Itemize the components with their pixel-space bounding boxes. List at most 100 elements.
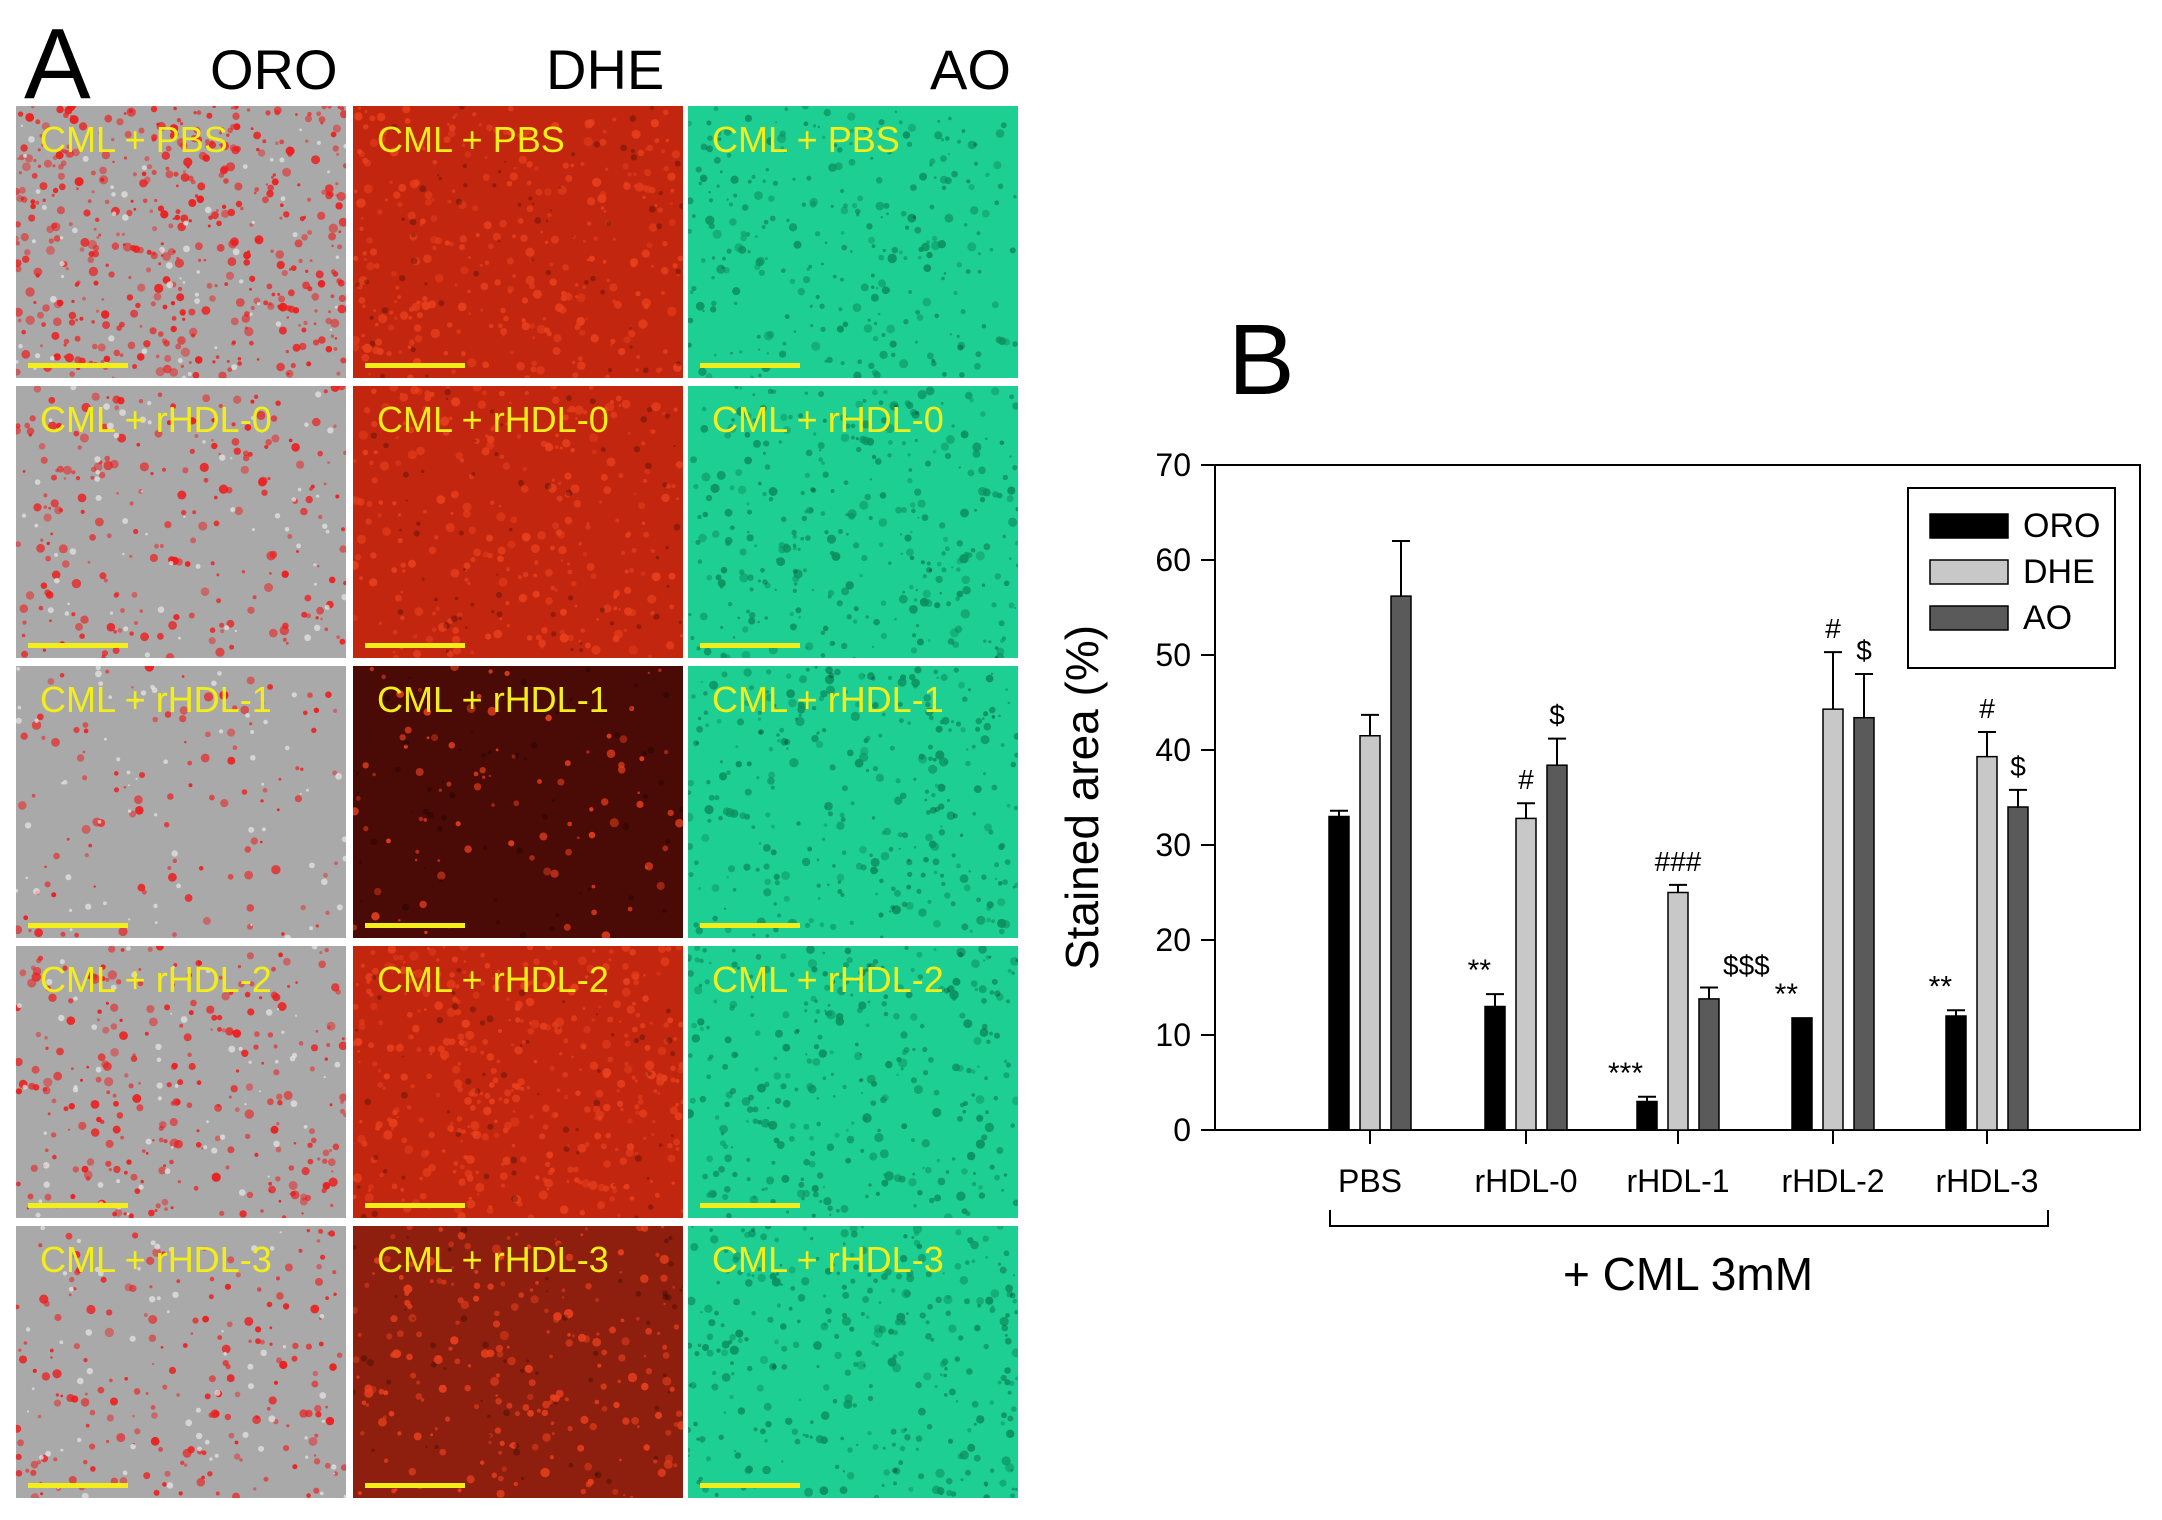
significance-marker: ** (1775, 978, 1799, 1011)
group-bracket (1329, 1210, 2049, 1227)
scale-bar (28, 1203, 128, 1208)
y-tick-label: 70 (1155, 447, 1191, 483)
micrograph-texture (353, 106, 683, 378)
x-axis-label: + CML 3mM (1563, 1248, 1813, 1300)
significance-marker: # (1979, 693, 1995, 724)
micrograph-label: CML + rHDL-0 (377, 399, 609, 440)
micrograph-oro-3: CML + rHDL-1 (16, 666, 346, 938)
bar-oro (1636, 1100, 1658, 1131)
significance-marker: ** (1468, 954, 1492, 987)
bar-oro (1791, 1017, 1813, 1131)
micrograph-texture (16, 1226, 346, 1498)
scale-bar (28, 923, 128, 928)
bar-dhe (1667, 891, 1689, 1131)
micrograph-label: CML + rHDL-0 (712, 399, 944, 440)
significance-marker: $ (2010, 751, 2026, 782)
micrograph-label: CML + rHDL-2 (712, 959, 944, 1000)
legend-label-oro: ORO (2023, 507, 2100, 545)
micrograph-label: CML + rHDL-1 (377, 679, 609, 720)
micrograph-texture (16, 946, 346, 1218)
micrograph-label: CML + rHDL-3 (712, 1239, 944, 1280)
scale-bar (700, 363, 800, 368)
x-tick-label: rHDL-1 (1626, 1163, 1729, 1199)
y-tick-label: 40 (1155, 732, 1191, 768)
micrograph-oro-2: CML + rHDL-0 (16, 386, 346, 658)
micrograph-dhe-4: CML + rHDL-2 (353, 946, 683, 1218)
micrograph-texture (353, 666, 683, 938)
micrograph-oro-5: CML + rHDL-3 (16, 1226, 346, 1498)
significance-marker: ** (1929, 970, 1953, 1003)
micrograph-label: CML + PBS (712, 119, 900, 160)
micrograph-ao-5: CML + rHDL-3 (688, 1226, 1018, 1498)
bar-chart: 0 10 20 30 40 50 60 70 Stained area (%) PBS rHDL-0… (1056, 447, 2141, 1300)
scale-bar (365, 1483, 465, 1488)
micrograph-oro-4: CML + rHDL-2 (16, 946, 346, 1218)
micrograph-ao-4: CML + rHDL-2 (688, 946, 1018, 1218)
bar-ao (1390, 595, 1412, 1131)
micrograph-texture (16, 666, 346, 938)
micrograph-texture (688, 1226, 1018, 1498)
bar-ao (1853, 716, 1875, 1131)
scale-bar (28, 1483, 128, 1488)
micrograph-label: CML + rHDL-3 (377, 1239, 609, 1280)
column-header-oro: ORO (210, 38, 338, 101)
bar-dhe (1359, 735, 1381, 1131)
micrograph-texture (353, 386, 683, 658)
micrograph-label: CML + rHDL-2 (377, 959, 609, 1000)
micrograph-texture (16, 386, 346, 658)
y-tick-label: 20 (1155, 922, 1191, 958)
micrograph-label: CML + rHDL-1 (40, 679, 272, 720)
x-tick-label: rHDL-2 (1781, 1163, 1884, 1199)
micrograph-ao-1: CML + PBS (688, 106, 1018, 378)
micrograph-texture (353, 946, 683, 1218)
bar-oro (1328, 815, 1350, 1131)
micrograph-label: CML + rHDL-1 (712, 679, 944, 720)
micrograph-label: CML + PBS (40, 119, 228, 160)
micrograph-label: CML + rHDL-2 (40, 959, 272, 1000)
y-tick-label: 30 (1155, 827, 1191, 863)
x-tick-label: PBS (1338, 1163, 1402, 1199)
column-header-ao: AO (930, 38, 1011, 101)
legend-label-ao: AO (2023, 599, 2072, 637)
micrograph-dhe-2: CML + rHDL-0 (353, 386, 683, 658)
scale-bar (28, 643, 128, 648)
bar-dhe (1822, 708, 1844, 1131)
micrograph-texture (16, 106, 346, 378)
bar-ao (1698, 998, 1720, 1131)
micrograph-label: CML + rHDL-3 (40, 1239, 272, 1280)
scale-bar (365, 1203, 465, 1208)
scale-bar (365, 923, 465, 928)
scale-bar (700, 923, 800, 928)
micrograph-label: CML + PBS (377, 119, 565, 160)
scale-bar (700, 1483, 800, 1488)
scale-bar (365, 643, 465, 648)
micrograph-texture (353, 1226, 683, 1498)
micrograph-dhe-1: CML + PBS (353, 106, 683, 378)
x-tick-label: rHDL-0 (1474, 1163, 1577, 1199)
bar-oro (1945, 1015, 1967, 1131)
significance-marker: $ (1856, 635, 1872, 666)
significance-marker: # (1825, 613, 1841, 644)
micrograph-ao-3: CML + rHDL-1 (688, 666, 1018, 938)
bar-ao (1546, 764, 1568, 1131)
micrograph-dhe-5: CML + rHDL-3 (353, 1226, 683, 1498)
micrograph-texture (688, 666, 1018, 938)
column-header-dhe: DHE (546, 38, 665, 101)
micrograph-texture (688, 946, 1018, 1218)
x-tick-label: rHDL-3 (1935, 1163, 2038, 1199)
micrograph-texture (688, 386, 1018, 658)
panel-b-letter: B (1228, 304, 1295, 416)
scale-bar (365, 363, 465, 368)
significance-marker: ### (1655, 846, 1702, 877)
micrograph-texture (688, 106, 1018, 378)
y-axis-label: Stained area (%) (1056, 625, 1108, 970)
legend-swatch-oro (1929, 513, 2009, 539)
micrograph-label: CML + rHDL-0 (40, 399, 272, 440)
significance-marker: $$$ (1723, 950, 1770, 981)
scale-bar (28, 363, 128, 368)
y-tick-label: 10 (1155, 1017, 1191, 1053)
y-tick-label: 60 (1155, 542, 1191, 578)
bar-dhe (1515, 817, 1537, 1131)
legend-swatch-ao (1929, 605, 2009, 631)
scale-bar (700, 1203, 800, 1208)
